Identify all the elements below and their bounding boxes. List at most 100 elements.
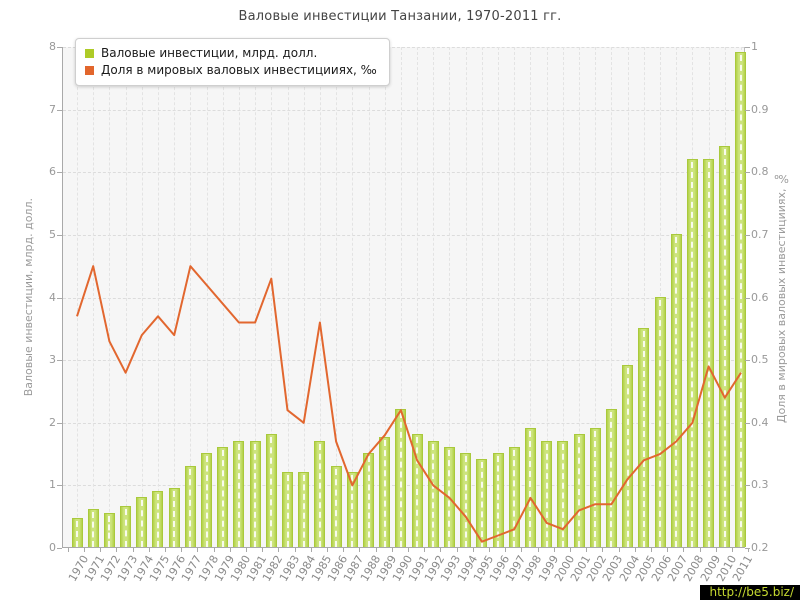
gridline-vertical — [384, 47, 386, 547]
x-axis-tick — [699, 548, 701, 552]
x-axis-tick — [294, 548, 296, 552]
left-axis-tick-label: 8 — [49, 40, 56, 53]
gridline-vertical — [611, 47, 613, 547]
x-axis-tick — [634, 548, 636, 552]
legend-item-1: Доля в мировых валовых инвестицииях, ‰ — [85, 62, 377, 79]
bar-2001 — [573, 434, 585, 547]
x-axis-tick — [391, 548, 393, 552]
left-axis-tick-label: 1 — [49, 478, 56, 492]
gridline-vertical — [433, 47, 435, 547]
right-axis-tick-label: 0.7 — [751, 227, 769, 241]
x-axis-tick — [424, 548, 426, 552]
gridline-vertical — [368, 47, 370, 547]
gridline-vertical — [238, 47, 240, 547]
gridline-vertical — [449, 47, 451, 547]
x-axis-tick — [310, 548, 312, 552]
x-axis-tick — [100, 548, 102, 552]
bar-1992 — [427, 440, 439, 548]
gridline-vertical — [77, 47, 78, 547]
right-axis-tick — [745, 485, 750, 487]
gridline-vertical — [400, 47, 402, 547]
x-axis-tick — [715, 548, 717, 552]
gridline-vertical — [627, 47, 629, 547]
x-axis-tick — [84, 548, 86, 552]
x-axis-tick — [229, 548, 231, 552]
x-axis-tick — [731, 548, 733, 552]
right-axis-tick — [745, 172, 750, 174]
x-axis-tick — [537, 548, 539, 552]
gridline-vertical — [514, 47, 516, 547]
gridline-vertical — [141, 47, 143, 547]
x-axis-tick — [148, 548, 150, 552]
gridline-vertical — [109, 47, 111, 547]
gridline-vertical — [303, 47, 305, 547]
gridline-vertical — [190, 47, 192, 547]
x-axis-tick — [618, 548, 620, 552]
right-axis-tick-label: 0.9 — [751, 102, 769, 116]
left-axis-tick-label: 7 — [49, 102, 56, 116]
x-axis-tick — [650, 548, 652, 552]
bar-2005 — [638, 327, 650, 548]
bar-1980 — [233, 440, 245, 548]
gridline-vertical — [546, 47, 548, 547]
x-axis-tick — [262, 548, 264, 552]
bar-2010 — [719, 146, 731, 547]
x-axis-tick — [327, 548, 329, 552]
legend: Валовые инвестиции, млрд. долл. Доля в ми… — [75, 38, 390, 86]
right-axis-tick — [745, 360, 750, 362]
x-axis-tick — [181, 548, 183, 552]
gridline-vertical — [352, 47, 354, 547]
left-axis-tick — [57, 172, 62, 174]
watermark-link[interactable]: http://be5.biz/ — [709, 585, 794, 599]
x-axis-tick — [407, 548, 409, 552]
x-axis-tick — [586, 548, 588, 552]
bar-2007 — [670, 233, 682, 548]
x-axis-tick — [197, 548, 199, 552]
x-axis-tick — [165, 548, 167, 552]
gridline-vertical — [93, 47, 95, 547]
x-axis-tick — [748, 548, 750, 552]
watermark: http://be5.biz/ — [700, 585, 800, 600]
gridline-vertical — [157, 47, 159, 547]
right-axis-tick — [745, 234, 750, 236]
bar-1995 — [476, 459, 488, 547]
legend-label: Доля в мировых валовых инвестицииях, ‰ — [101, 63, 377, 77]
bar-1998 — [524, 428, 536, 547]
x-axis-tick — [278, 548, 280, 552]
x-axis-tick — [246, 548, 248, 552]
bar-1983 — [282, 471, 294, 548]
gridline-horizontal — [63, 172, 744, 174]
bar-1975 — [152, 490, 164, 548]
gridline-vertical — [222, 47, 224, 547]
left-axis-tick — [57, 485, 62, 487]
x-axis-tick — [213, 548, 215, 552]
gridline-vertical — [206, 47, 208, 547]
gridline-vertical — [271, 47, 273, 547]
x-axis-tick — [667, 548, 669, 552]
gridline-vertical — [319, 47, 321, 547]
bar-1986 — [330, 465, 342, 548]
bar-1997 — [508, 446, 520, 548]
x-axis-tick — [375, 548, 377, 552]
bar-1982 — [265, 434, 277, 547]
bar-2011 — [735, 52, 747, 547]
bar-1991 — [411, 434, 423, 547]
right-axis-tick — [745, 548, 750, 549]
gridline-vertical — [465, 47, 467, 547]
x-axis-tick — [602, 548, 604, 552]
gridline-vertical — [481, 47, 483, 547]
gridline-horizontal — [63, 360, 744, 362]
right-axis-tick-label: 0.3 — [751, 478, 769, 492]
x-axis-tick — [488, 548, 490, 552]
chart-title: Валовые инвестиции Танзании, 1970-2011 г… — [238, 9, 562, 24]
bar-series-swatch — [85, 49, 94, 58]
gridline-horizontal — [63, 109, 744, 111]
gridline-vertical — [595, 47, 597, 547]
right-axis-tick-label: 0.2 — [751, 541, 769, 554]
left-axis-tick-label: 6 — [49, 165, 56, 179]
share-line-series — [76, 265, 742, 543]
bar-1970 — [71, 517, 83, 548]
bar-1989 — [379, 437, 391, 547]
x-axis-tick — [67, 548, 69, 552]
